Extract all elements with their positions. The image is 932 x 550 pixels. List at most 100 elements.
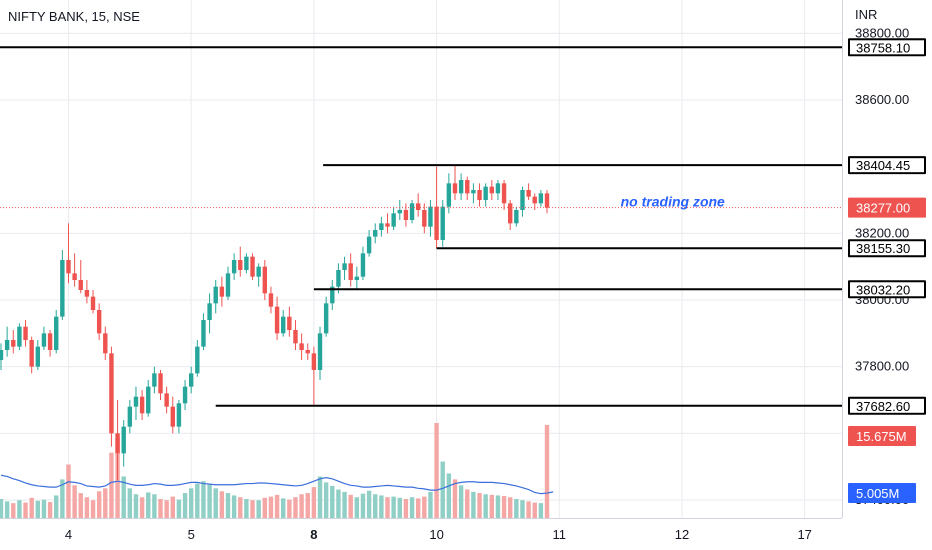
candle-body [323,303,329,334]
volume-bars [0,423,550,518]
volume-bar [219,491,225,518]
volume-bar [47,501,53,518]
volume-bar [103,488,108,518]
y-tick-label: 37800.00 [855,359,909,374]
support-resistance-lines [0,46,842,407]
candle-body [182,386,188,404]
candle-body [489,186,494,194]
volume-bar [78,493,83,518]
candle-body [501,183,507,204]
volume-bar [532,502,537,518]
volume-bar [238,497,243,518]
candle-body [66,260,71,274]
x-tick-label: 10 [429,527,443,542]
x-tick-label: 5 [188,527,195,542]
volume-bar [0,499,4,518]
candle-body [133,396,139,407]
candle-body [268,293,274,307]
candle-body [170,406,175,427]
volume-bar [330,485,335,518]
volume-bar [526,501,531,518]
volume-bar [244,499,249,518]
chart-title: NIFTY BANK, 15, NSE [8,9,140,24]
volume-bar [317,476,323,518]
volume-bar [127,488,133,518]
candle-body [109,353,114,434]
candle-body [532,196,537,204]
volume-bar [373,494,378,518]
candle-body [176,403,182,427]
candle-body [403,210,409,220]
candle-body [127,406,133,427]
annotation-no-trading-zone: no trading zone [621,194,725,210]
volume-bar [225,493,231,518]
volume-bar [268,496,274,518]
volume-bar [29,497,34,518]
candle-body [287,316,292,330]
candle-body [250,256,255,277]
candle-body [458,180,464,194]
candle-body [164,393,169,407]
candle-body [538,193,544,204]
candle-body [195,346,200,374]
last-price-label: 38277.00 [856,201,910,216]
candle-body [397,210,402,214]
volume-bar [323,482,329,518]
candle-body [274,306,280,334]
candle-body [336,270,341,287]
volume-bar [146,492,151,518]
candle-body [305,350,310,354]
grid [0,0,842,518]
volume-bar [446,473,452,518]
candle-body [348,263,353,280]
level-price-box-inner [850,241,924,256]
volume-bar [409,497,415,518]
candle-body [23,326,28,340]
volume-bar [287,499,292,518]
volume-bar [4,501,10,518]
candle-body [201,320,206,347]
volume-bar [60,479,65,518]
level-price-label: 38404.45 [856,158,910,173]
candle-body [477,190,482,200]
candle-body [121,426,126,454]
candle-body [415,203,421,210]
candle-body [103,333,108,354]
candle-body [391,213,396,227]
x-tick-label: 11 [553,527,567,542]
volume-bar [41,499,47,518]
level-price-box-inner [850,282,924,297]
candle-body [330,286,335,304]
candle-body [60,260,65,317]
volume-bar [170,496,175,518]
candle-body [373,230,378,237]
candle-body [526,190,531,197]
candle-body [139,396,145,414]
candle-body [213,286,218,304]
volume-bar [152,494,157,518]
candle-body [29,340,34,367]
x-tick-label: 4 [65,527,72,542]
candle-body [225,273,231,297]
candle-body [311,353,317,370]
candle-body [0,350,4,360]
candle-body [256,266,261,277]
volume-bar [11,503,16,518]
x-tick-label: 12 [675,527,689,542]
candle-body [544,193,550,208]
level-price-label: 38032.20 [856,282,910,297]
volume-bar [428,491,433,518]
volume-bar [133,494,139,518]
candle-body [452,183,458,194]
y-tick-label: 38200.00 [855,225,909,240]
candle-body [96,310,102,334]
volume-bar [434,423,439,518]
volume-bar [465,489,470,518]
volume-value-label: 15.675M [856,429,907,444]
volume-bar [360,493,366,518]
candle-body [342,263,347,270]
volume-value-box [848,426,916,446]
volume-bar [231,495,237,518]
candle-body [514,210,519,224]
